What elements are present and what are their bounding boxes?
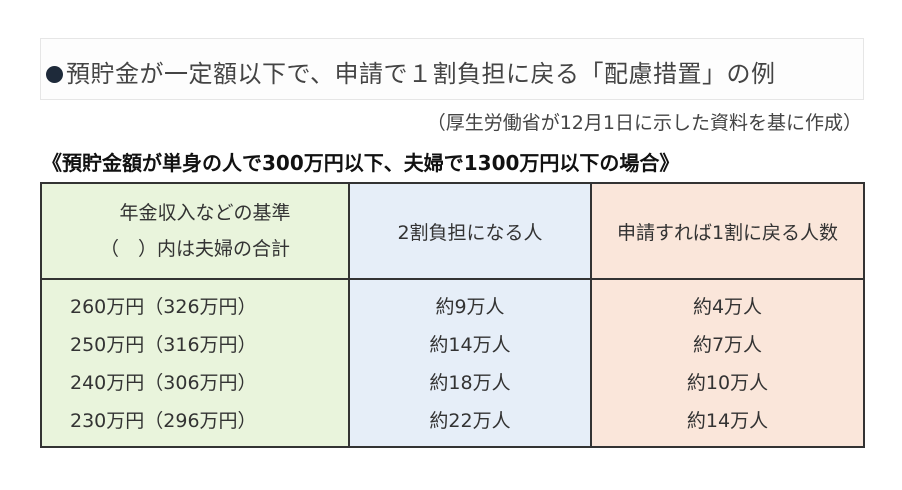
cell-two-tenths: 約22万人 — [348, 402, 591, 447]
condition-heading: 《預貯金額が単身の人で300万円以下、夫婦で1300万円以下の場合》 — [42, 151, 680, 175]
cell-income: 250万円（316万円） — [41, 326, 349, 364]
bullet-icon — [46, 66, 63, 83]
title-text: 預貯金が一定額以下で、申請で１割負担に戻る「配慮措置」の例 — [66, 60, 776, 88]
cell-income: 260万円（326万円） — [41, 279, 349, 326]
cell-two-tenths: 約14万人 — [348, 326, 591, 364]
cell-income: 230万円（296万円） — [41, 402, 349, 447]
header-income-line2: （ ）内は夫婦の合計 — [99, 238, 290, 260]
header-income-line1: 年金収入などの基準 — [119, 202, 291, 224]
table-row: 240万円（306万円） 約18万人 約10万人 — [41, 364, 864, 402]
cell-back-to-one: 約10万人 — [590, 364, 864, 402]
table-row: 250万円（316万円） 約14万人 約7万人 — [41, 326, 864, 364]
cell-income: 240万円（306万円） — [41, 364, 349, 402]
data-table: 年金収入などの基準 （ ）内は夫婦の合計 2割負担になる人 申請すれば1割に戻る… — [40, 182, 865, 448]
header-back-to-one: 申請すれば1割に戻る人数 — [590, 183, 864, 280]
table-row: 230万円（296万円） 約22万人 約14万人 — [41, 402, 864, 447]
title: 預貯金が一定額以下で、申請で１割負担に戻る「配慮措置」の例 — [46, 54, 776, 89]
cell-back-to-one: 約14万人 — [590, 402, 864, 447]
cell-two-tenths: 約18万人 — [348, 364, 591, 402]
title-box — [40, 38, 864, 100]
cell-two-tenths: 約9万人 — [348, 279, 591, 326]
table-row: 260万円（326万円） 約9万人 約4万人 — [41, 279, 864, 326]
source-note: （厚生労働省が12月1日に示した資料を基に作成） — [426, 112, 862, 134]
cell-back-to-one: 約4万人 — [590, 279, 864, 326]
header-row: 年金収入などの基準 （ ）内は夫婦の合計 2割負担になる人 申請すれば1割に戻る… — [41, 183, 864, 280]
cell-back-to-one: 約7万人 — [590, 326, 864, 364]
header-income: 年金収入などの基準 （ ）内は夫婦の合計 — [41, 183, 349, 280]
header-two-tenths: 2割負担になる人 — [348, 183, 591, 280]
